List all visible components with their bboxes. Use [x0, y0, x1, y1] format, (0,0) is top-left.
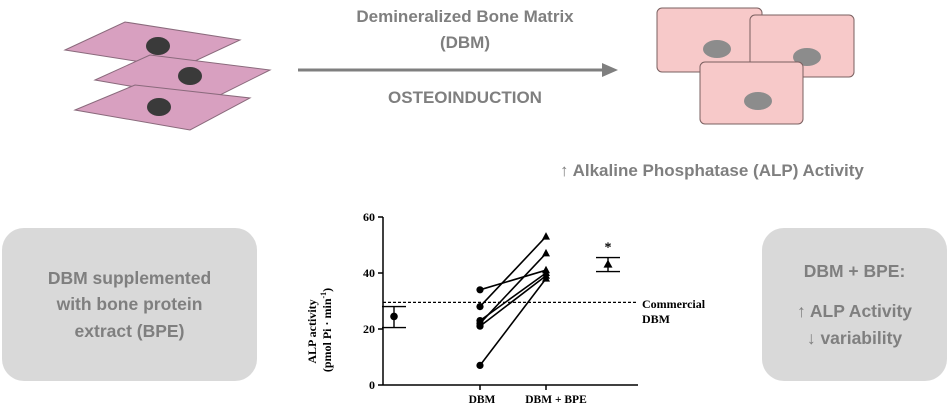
stem-cell-nucleus — [178, 67, 202, 85]
stem-cells-illustration — [63, 21, 272, 131]
dbm-point — [476, 322, 484, 330]
left-box-line1: DBM supplemented — [47, 268, 212, 289]
x-category-label-dbm-bpe: DBM + BPE — [525, 394, 587, 406]
dbm-point — [476, 361, 484, 369]
osteoblast-nucleus — [703, 40, 731, 58]
y-axis-label-line2: (pmol Pi · min — [320, 298, 334, 372]
paired-line — [479, 236, 547, 308]
paired-line — [479, 275, 547, 327]
left-box-line2: with bone protein — [56, 294, 203, 315]
y-axis-label-line1: ALP activity — [305, 299, 319, 363]
left-box-line3: extract (BPE) — [74, 320, 185, 341]
stem-cell-nucleus — [147, 98, 171, 116]
reference-line-label-2: DBM — [642, 312, 670, 326]
up-arrow-icon: ↑ — [560, 161, 569, 180]
result-label: ↑ Alkaline Phosphatase (ALP) Activity — [560, 161, 864, 181]
significance-annotation: * — [605, 241, 612, 256]
osteoblast-nucleus — [744, 92, 772, 110]
paired-line — [479, 278, 547, 366]
y-tick-label: 40 — [363, 266, 375, 280]
y-axis-label-close: ) — [320, 288, 334, 292]
process-title: Demineralized Bone Matrix (DBM) — [300, 4, 630, 56]
summary-dbm-bpe-mean — [603, 259, 613, 268]
process-subtitle: OSTEOINDUCTION — [388, 88, 542, 107]
right-box-title: DBM + BPE: — [803, 261, 906, 282]
osteoblast-cell — [699, 61, 804, 125]
osteoblast-nucleus — [793, 48, 821, 66]
dbm-bpe-point — [542, 248, 550, 257]
dbm-bpe-point — [542, 274, 550, 282]
process-title-line1: Demineralized Bone Matrix — [356, 7, 574, 26]
paired-line — [479, 269, 547, 291]
left-summary-box: DBM supplemented with bone protein extra… — [2, 228, 257, 381]
result-text: Alkaline Phosphatase (ALP) Activity — [572, 161, 864, 180]
right-summary-box: DBM + BPE: ↑ ALP Activity ↓ variability — [762, 228, 947, 381]
right-box-line2: ↓ variability — [806, 327, 903, 348]
reference-line-label-1: Commercial — [642, 297, 706, 311]
process-title-line2: (DBM) — [439, 33, 491, 52]
y-axis-label-sup: -1 — [319, 292, 328, 299]
y-axis-label: ALP activity (pmol Pi · min-1) — [305, 288, 334, 372]
x-category-label-dbm: DBM — [469, 394, 496, 406]
alp-chart: 0 20 40 60 * ALP activity (pmol Pi · min-1)… — [305, 210, 706, 406]
y-tick-label: 0 — [369, 378, 375, 392]
osteoblasts-illustration — [656, 7, 855, 125]
paired-line — [479, 252, 547, 324]
summary-dbm-mean — [390, 312, 398, 321]
dbm-point — [476, 303, 484, 311]
stem-cell-nucleus — [146, 37, 170, 55]
y-tick-label: 60 — [363, 210, 375, 224]
dbm-bpe-point — [542, 232, 550, 240]
right-box-line1: ↑ ALP Activity — [796, 301, 913, 322]
process-arrow — [298, 63, 618, 77]
y-tick-label: 20 — [363, 322, 375, 336]
dbm-point — [476, 286, 484, 294]
